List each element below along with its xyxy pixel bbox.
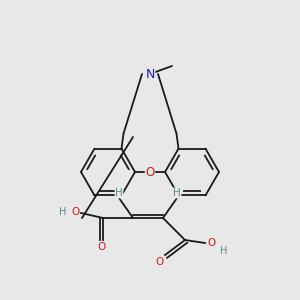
Text: O: O bbox=[97, 242, 105, 252]
Text: H: H bbox=[173, 188, 181, 198]
Text: O: O bbox=[207, 238, 215, 248]
Text: O: O bbox=[146, 166, 154, 178]
Text: H: H bbox=[220, 246, 228, 256]
Text: N: N bbox=[145, 68, 155, 80]
Text: O: O bbox=[156, 257, 164, 267]
Text: O: O bbox=[71, 207, 79, 217]
Text: H: H bbox=[115, 188, 123, 198]
Text: H: H bbox=[59, 207, 67, 217]
